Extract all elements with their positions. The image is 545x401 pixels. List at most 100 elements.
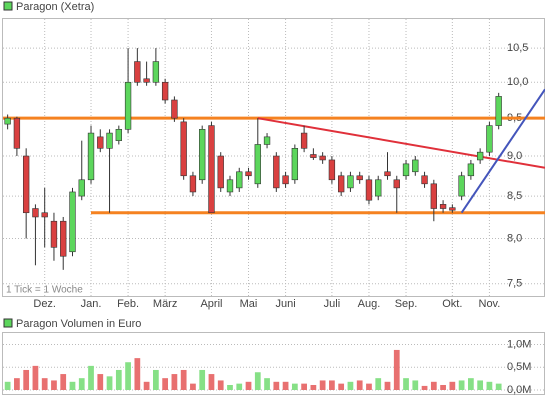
- volume-bar: [412, 380, 419, 390]
- candle-body: [69, 191, 76, 253]
- candle-body: [476, 151, 484, 161]
- candle-body: [375, 179, 382, 197]
- volume-bar: [106, 376, 113, 390]
- volume-bar: [430, 381, 437, 390]
- candle-body: [13, 117, 21, 149]
- volume-bar: [440, 384, 446, 390]
- candle-body: [189, 175, 197, 193]
- x-tick-label: Dez.: [33, 298, 56, 310]
- volume-bar: [217, 380, 224, 390]
- y-tick-label: 0,0M: [507, 384, 531, 396]
- volume-bar: [347, 381, 354, 390]
- candle-body: [22, 155, 30, 214]
- candle-body: [245, 171, 252, 177]
- candle-body: [115, 129, 122, 141]
- volume-bar: [14, 378, 20, 390]
- volume-bar: [421, 385, 428, 390]
- candle-body: [337, 175, 345, 193]
- x-tick-label: Juni: [275, 298, 295, 310]
- volume-bar: [32, 365, 39, 390]
- volume-bar: [375, 378, 382, 390]
- candle-body: [393, 179, 400, 189]
- volume-bar: [301, 383, 307, 390]
- candle-body: [310, 154, 317, 158]
- candle-body: [365, 179, 373, 201]
- legend-swatch: [3, 318, 13, 328]
- volume-bar: [477, 380, 484, 390]
- volume-title: Paragon Volumen in Euro: [16, 318, 141, 330]
- chart-title: Paragon (Xetra): [16, 1, 94, 13]
- volume-bar: [208, 374, 215, 390]
- candle-body: [226, 179, 234, 193]
- volume-bar: [254, 372, 261, 390]
- volume-bar: [60, 374, 67, 390]
- candle-body: [356, 175, 363, 181]
- volume-bar: [468, 378, 474, 390]
- annotation: 1 Tick = 1 Woche: [6, 285, 83, 296]
- volume-bar: [97, 374, 104, 390]
- candle-body: [134, 61, 141, 83]
- volume-bar: [69, 381, 76, 390]
- volume-bar: [4, 381, 11, 390]
- candle-body: [217, 155, 224, 189]
- volume-bar: [366, 383, 372, 390]
- x-tick-label: Jan.: [81, 298, 102, 310]
- volume-bar: [338, 383, 345, 390]
- y-tick-label: 7,5: [507, 278, 522, 290]
- x-tick-label: Mai: [240, 298, 258, 310]
- x-tick-label: Aug.: [358, 298, 381, 310]
- candle-body: [421, 175, 428, 185]
- candle-body: [254, 144, 261, 185]
- candle-body: [32, 208, 39, 218]
- volume-bar: [310, 384, 317, 390]
- candle-body: [412, 159, 419, 173]
- candle-body: [439, 204, 447, 209]
- candle-body: [87, 132, 95, 181]
- volume-bar: [236, 383, 243, 390]
- candle-body: [495, 96, 502, 126]
- candle-body: [171, 99, 178, 119]
- volume-bar: [449, 381, 456, 390]
- volume-bar: [356, 380, 363, 390]
- volume-bar: [393, 349, 400, 390]
- candle-body: [402, 163, 410, 177]
- volume-bar: [78, 378, 85, 390]
- volume-bar: [41, 378, 48, 390]
- volume-bar: [245, 381, 252, 390]
- candle-body: [430, 183, 437, 209]
- volume-bar: [227, 384, 233, 390]
- candle-body: [300, 132, 308, 149]
- volume-bar: [125, 362, 131, 390]
- y-tick-label: 8,0: [507, 232, 522, 244]
- volume-bar: [143, 381, 150, 390]
- candle-body: [273, 155, 280, 189]
- y-tick-label: 8,5: [507, 190, 522, 202]
- x-tick-label: Feb.: [117, 298, 139, 310]
- volume-bar: [134, 358, 141, 390]
- candle-body: [282, 175, 289, 185]
- candle-body: [199, 129, 206, 181]
- y-tick-label: 1,0M: [507, 338, 531, 350]
- candle-body: [124, 81, 132, 130]
- candle-body: [384, 171, 391, 177]
- volume-bar: [273, 381, 280, 390]
- y-tick-label: 0,5M: [507, 361, 531, 373]
- volume-bar: [495, 383, 502, 390]
- candle-body: [449, 207, 456, 211]
- y-tick-label: 10,5: [507, 42, 528, 54]
- x-tick-label: Sep.: [395, 298, 418, 310]
- candle-body: [486, 125, 493, 153]
- volume-bar: [486, 381, 493, 390]
- candle-body: [347, 175, 354, 189]
- candle-body: [152, 61, 160, 83]
- candle-body: [78, 179, 85, 197]
- volume-bar: [403, 378, 409, 390]
- volume-bar: [329, 380, 335, 390]
- x-tick-label: Nov.: [479, 298, 501, 310]
- candle-body: [458, 175, 465, 197]
- volume-bar: [199, 369, 206, 390]
- x-tick-label: April: [200, 298, 222, 310]
- y-tick-label: 9,0: [507, 150, 522, 162]
- volume-bar: [115, 369, 122, 390]
